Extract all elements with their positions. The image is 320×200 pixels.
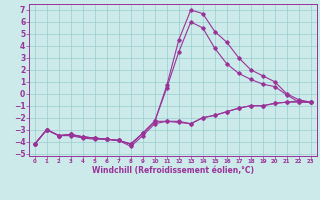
X-axis label: Windchill (Refroidissement éolien,°C): Windchill (Refroidissement éolien,°C) [92,166,254,175]
